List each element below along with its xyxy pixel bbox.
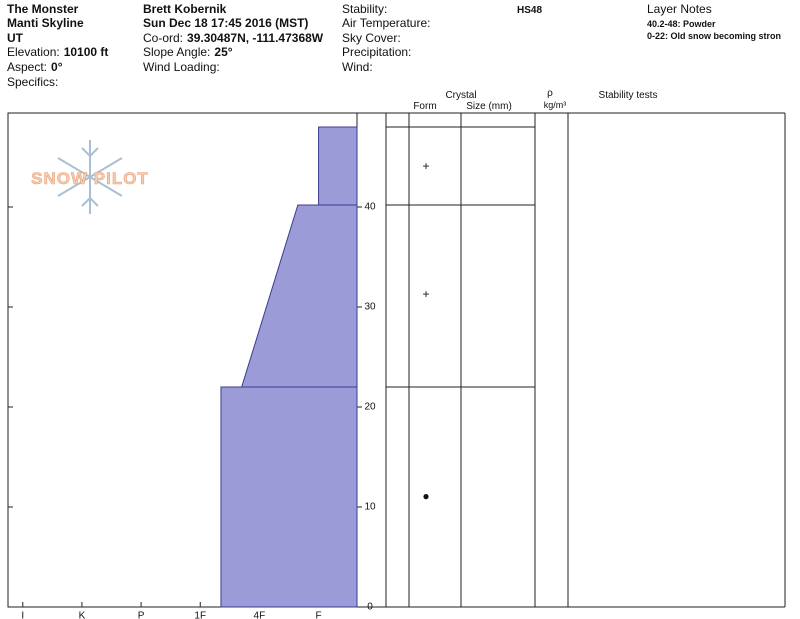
grain-form: + — [422, 159, 429, 173]
hardness-layer — [318, 126, 358, 206]
slope: Slope Angle: 25° — [143, 45, 233, 59]
table-header: Size (mm) — [466, 101, 512, 112]
table-header: Stability tests — [599, 90, 658, 101]
table-header: Crystal — [445, 90, 476, 101]
y-tick-label: 0 — [367, 602, 373, 613]
layer-notes-title: Layer Notes — [647, 2, 712, 16]
x-tick-label: F — [315, 611, 321, 619]
location: Manti Skyline — [7, 16, 84, 30]
hardness-layer — [240, 204, 358, 388]
x-tick-label: K — [79, 611, 86, 619]
logo-text: SNOW PILOT — [31, 169, 149, 188]
specifics: Specifics: — [7, 75, 58, 89]
condition: Sky Cover: — [342, 31, 401, 45]
x-tick-label: 1F — [194, 611, 206, 619]
elevation: Elevation: 10100 ft — [7, 45, 108, 59]
label: Slope Angle: — [143, 45, 210, 59]
value: 0° — [51, 60, 63, 74]
layer-note: 40.2-48: Powder — [647, 19, 716, 29]
table-header: kg/m³ — [544, 100, 567, 110]
table-header: ρ — [547, 88, 553, 99]
y-tick-label: 10 — [364, 502, 376, 513]
y-tick-label: 20 — [364, 402, 376, 413]
hardness-layer — [220, 386, 358, 608]
label: Elevation: — [7, 45, 60, 59]
condition: Air Temperature: — [342, 16, 430, 30]
aspect: Aspect: 0° — [7, 60, 63, 74]
datetime: Sun Dec 18 17:45 2016 (MST) — [143, 16, 308, 30]
x-tick-label: 4F — [254, 611, 266, 619]
hs: HS48 — [517, 5, 542, 16]
label: Co-ord: — [143, 31, 183, 45]
coord: Co-ord: 39.30487N, -111.47368W — [143, 31, 324, 45]
wind-loading: Wind Loading: — [143, 60, 220, 74]
location: The Monster — [7, 2, 79, 16]
value: 25° — [214, 45, 232, 59]
table-header: Form — [413, 101, 436, 112]
grain-form: + — [422, 287, 429, 301]
y-tick-label: 30 — [364, 302, 376, 313]
label: Aspect: — [7, 60, 47, 74]
value: 39.30487N, -111.47368W — [187, 31, 324, 45]
observer: Brett Kobernik — [143, 2, 227, 16]
condition: Wind: — [342, 60, 373, 74]
y-tick-label: 40 — [364, 202, 376, 213]
x-tick-label: P — [138, 611, 145, 619]
grain-form: ● — [422, 489, 429, 503]
condition: Stability: — [342, 2, 387, 16]
x-tick-label: I — [21, 611, 24, 619]
layer-note: 0-22: Old snow becoming stron — [647, 31, 781, 41]
value: 10100 ft — [64, 45, 109, 59]
condition: Precipitation: — [342, 45, 411, 59]
location: UT — [7, 31, 24, 45]
logo — [57, 140, 123, 214]
